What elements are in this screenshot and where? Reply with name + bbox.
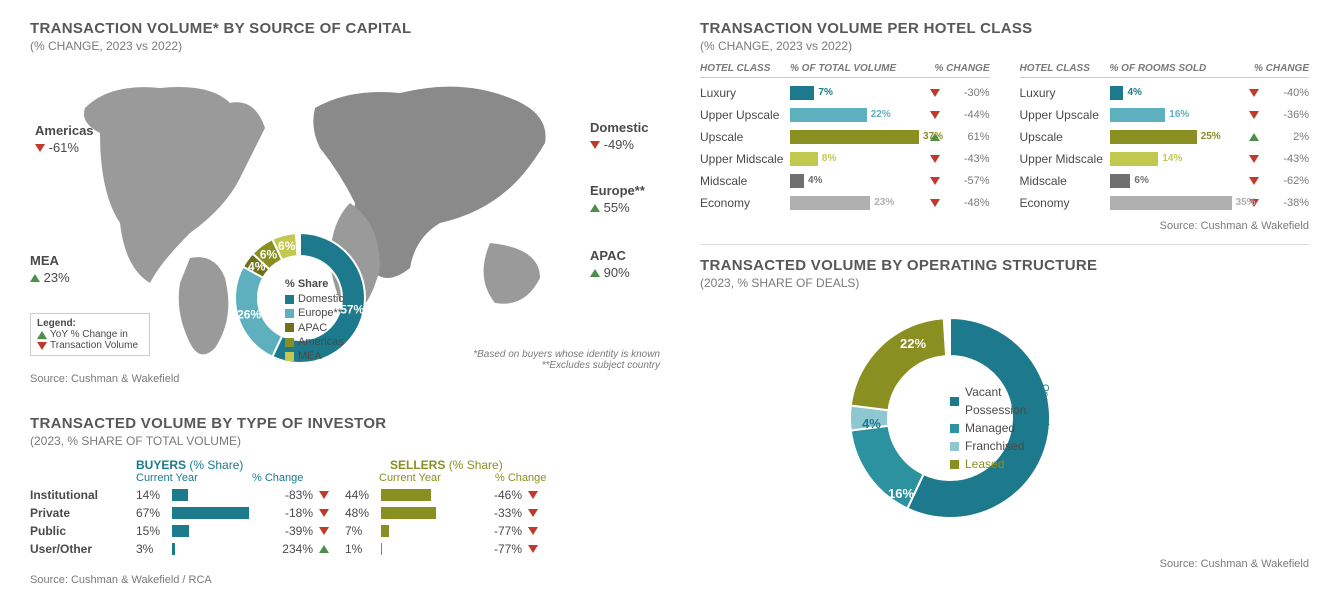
region-callout: Europe** 55% xyxy=(590,183,645,215)
hotel-class-row: Upper Upscale22%-44% xyxy=(700,108,990,122)
map-legend: Legend: YoY % Change in Transaction Volu… xyxy=(30,313,150,356)
donut-slice-label: 22% xyxy=(900,336,926,351)
svg-text:6%: 6% xyxy=(278,239,296,253)
section-title: TRANSACTED VOLUME BY OPERATING STRUCTURE xyxy=(700,257,1309,274)
hotel-class-row: Economy23%-48% xyxy=(700,196,990,210)
section-subtitle: (% CHANGE, 2023 vs 2022) xyxy=(30,39,660,53)
section-title: TRANSACTED VOLUME BY TYPE OF INVESTOR xyxy=(30,415,660,432)
investor-row: Public15%-39%7%-77% xyxy=(30,524,660,538)
hotel-class-row: Economy35%-38% xyxy=(1020,196,1310,210)
section-subtitle: (2023, % SHARE OF TOTAL VOLUME) xyxy=(30,434,660,448)
hotel-class-row: Upper Midscale8%-43% xyxy=(700,152,990,166)
region-callout: Americas -61% xyxy=(35,123,94,155)
hotel-table-header: HOTEL CLASS % OF TOTAL VOLUME % CHANGE xyxy=(700,63,990,78)
operating-structure-panel: TRANSACTED VOLUME BY OPERATING STRUCTURE… xyxy=(700,257,1309,570)
donut-legend: % ShareDomesticEurope**APACAmericasMEA xyxy=(285,278,344,363)
section-subtitle: (2023, % SHARE OF DEALS) xyxy=(700,276,1309,290)
hotel-class-row: Midscale4%-57% xyxy=(700,174,990,188)
investor-type-panel: TRANSACTED VOLUME BY TYPE OF INVESTOR (2… xyxy=(30,415,660,586)
down-triangle-icon xyxy=(37,342,47,350)
hotel-table-header: HOTEL CLASS % OF ROOMS SOLD % CHANGE xyxy=(1020,63,1310,78)
hotel-class-row: Upscale25%2% xyxy=(1020,130,1310,144)
source-text: Source: Cushman & Wakefield xyxy=(700,558,1309,570)
operating-legend: VacantPossessionManagedFranchisedLeased xyxy=(950,383,1026,473)
hotel-class-row: Upscale37%61% xyxy=(700,130,990,144)
hotel-class-panel: TRANSACTION VOLUME PER HOTEL CLASS (% CH… xyxy=(700,20,1309,232)
source-text: Source: Cushman & Wakefield xyxy=(700,220,1309,232)
region-callout: APAC 90% xyxy=(590,248,630,280)
donut-slice-label: 57% xyxy=(1092,406,1118,421)
section-title: TRANSACTION VOLUME PER HOTEL CLASS xyxy=(700,20,1309,37)
investor-row: User/Other3%234%1%-77% xyxy=(30,542,660,556)
hotel-class-row: Upper Midscale14%-43% xyxy=(1020,152,1310,166)
operated-bracket-label: Operated xyxy=(1039,384,1050,426)
hotel-class-row: Luxury7%-30% xyxy=(700,86,990,100)
section-subtitle: (% CHANGE, 2023 vs 2022) xyxy=(700,39,1309,53)
hotel-class-row: Luxury4%-40% xyxy=(1020,86,1310,100)
world-map-area: 57%26%4%6%6% Americas -61%MEA 23%Domesti… xyxy=(30,63,660,373)
donut-slice-label: 4% xyxy=(862,416,881,431)
source-text: Source: Cushman & Wakefield / RCA xyxy=(30,574,660,586)
region-callout: Domestic -49% xyxy=(590,120,649,152)
source-capital-panel: TRANSACTION VOLUME* BY SOURCE OF CAPITAL… xyxy=(30,20,660,385)
investor-row: Institutional14%-83%44%-46% xyxy=(30,488,660,502)
section-title: TRANSACTION VOLUME* BY SOURCE OF CAPITAL xyxy=(30,20,660,37)
svg-text:6%: 6% xyxy=(260,248,278,262)
up-triangle-icon xyxy=(37,331,47,339)
investor-row: Private67%-18%48%-33% xyxy=(30,506,660,520)
hotel-class-row: Upper Upscale16%-36% xyxy=(1020,108,1310,122)
donut-slice-label: 16% xyxy=(888,486,914,501)
svg-text:26%: 26% xyxy=(237,308,261,322)
hotel-class-row: Midscale6%-62% xyxy=(1020,174,1310,188)
region-callout: MEA 23% xyxy=(30,253,70,285)
map-footnote: *Based on buyers whose identity is known… xyxy=(473,349,660,371)
